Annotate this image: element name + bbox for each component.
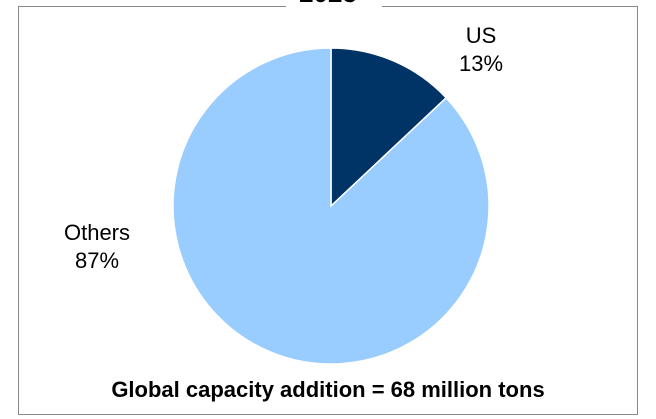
slice-name-us: US [465, 23, 497, 48]
slice-percent-us: 13% [458, 51, 504, 76]
pie-slice-others [172, 47, 490, 365]
chart-annotation: Global capacity addition = 68 million to… [111, 377, 545, 402]
title-backdrop [286, 0, 382, 10]
pie-slices [172, 47, 490, 365]
slice-name-others: Others [63, 220, 131, 245]
slice-label-others: Others 87% [42, 219, 152, 275]
slice-label-us: US 13% [441, 22, 521, 78]
slice-percent-others: 87% [74, 248, 120, 273]
chart-title: 2025 [0, 0, 656, 8]
pie-slice-us [330, 47, 448, 208]
